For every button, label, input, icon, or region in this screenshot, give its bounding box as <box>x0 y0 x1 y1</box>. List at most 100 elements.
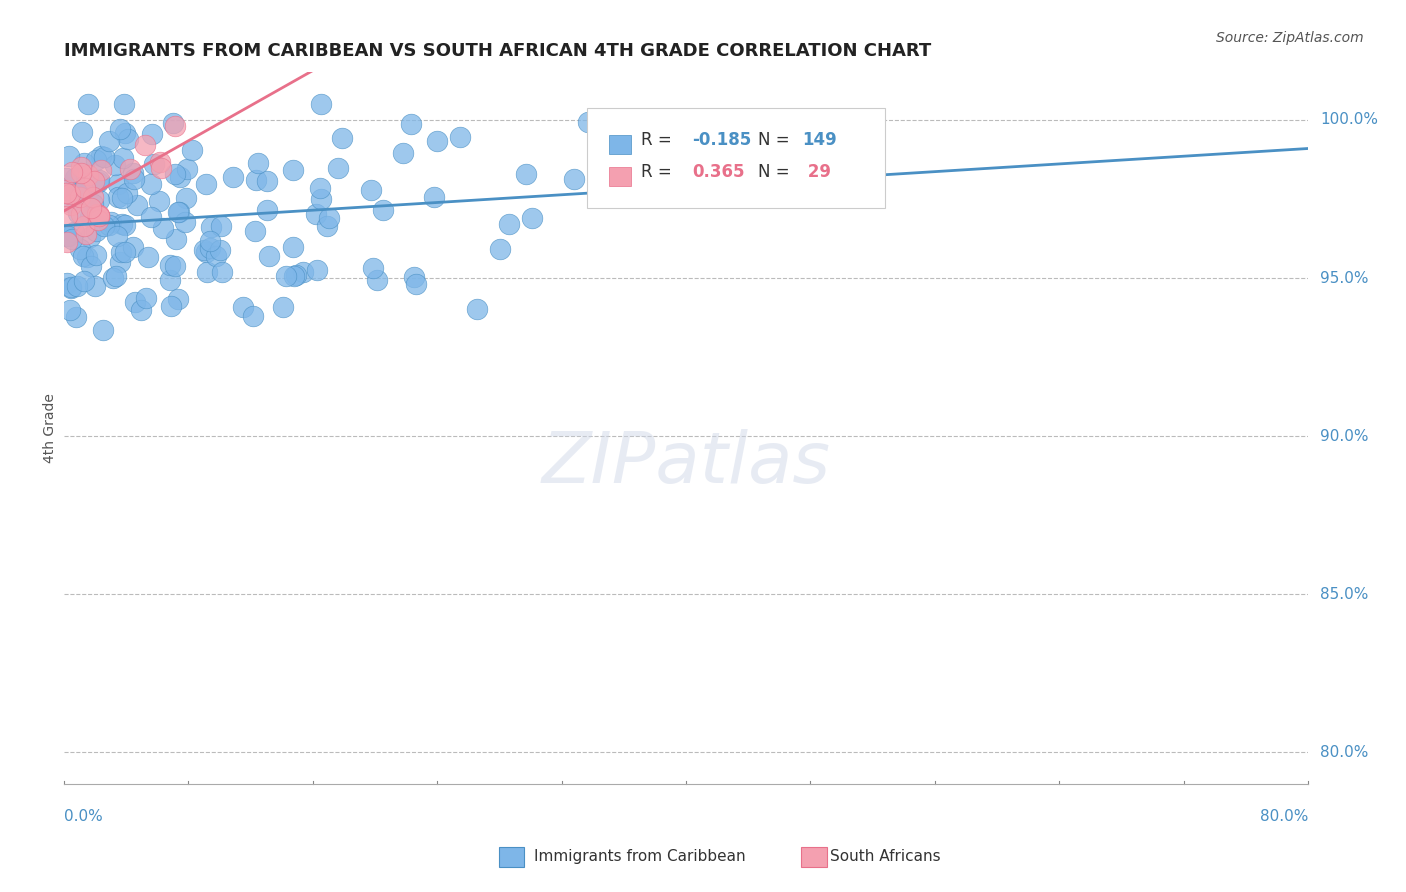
Point <box>89 209 111 223</box>
Text: 29: 29 <box>801 163 831 181</box>
Point <box>139 178 162 192</box>
Point <box>598 112 620 126</box>
Point <box>165 232 187 246</box>
Point <box>82 190 104 204</box>
Point <box>69 166 91 180</box>
Point <box>167 205 190 219</box>
Point <box>73 155 96 169</box>
Point <box>70 180 93 194</box>
Point <box>134 137 156 152</box>
Point <box>243 224 266 238</box>
Point <box>139 210 162 224</box>
Point <box>73 180 96 194</box>
Text: Immigrants from Caribbean: Immigrants from Caribbean <box>534 849 747 863</box>
Point <box>84 279 107 293</box>
Point <box>60 165 83 179</box>
Point <box>193 243 215 257</box>
Point <box>87 175 110 189</box>
Point <box>56 277 79 291</box>
Point <box>166 204 188 219</box>
Point <box>576 114 599 128</box>
Point <box>79 210 101 224</box>
Point <box>141 128 163 142</box>
Text: N =: N = <box>758 131 794 149</box>
Point <box>465 302 488 317</box>
Point <box>72 249 94 263</box>
Point <box>114 219 136 233</box>
Point <box>257 249 280 263</box>
Text: N =: N = <box>758 163 794 181</box>
Point <box>58 149 80 163</box>
Point <box>283 268 305 283</box>
Point <box>80 201 103 215</box>
Point <box>105 268 128 283</box>
Point <box>87 209 110 223</box>
Point <box>195 265 218 279</box>
Point <box>271 301 294 315</box>
Point <box>200 219 222 234</box>
Point <box>115 186 138 200</box>
Point <box>163 167 186 181</box>
Point <box>360 183 382 197</box>
Point <box>426 134 449 148</box>
Point <box>83 174 105 188</box>
Point <box>222 170 245 185</box>
Text: 149: 149 <box>801 131 837 149</box>
Point <box>100 215 122 229</box>
Point <box>124 295 146 310</box>
FancyBboxPatch shape <box>586 108 886 208</box>
Point <box>73 274 96 288</box>
Point <box>200 234 222 248</box>
Text: 90.0%: 90.0% <box>1320 429 1369 443</box>
Point <box>596 149 619 163</box>
Point <box>84 153 107 168</box>
Text: 100.0%: 100.0% <box>1320 112 1378 128</box>
Point <box>55 228 77 243</box>
Point <box>56 229 79 244</box>
Point <box>318 211 340 225</box>
Point <box>114 244 136 259</box>
Point <box>62 186 84 201</box>
Text: ZIPatlas: ZIPatlas <box>541 429 831 499</box>
Point <box>371 202 394 217</box>
Point <box>110 245 132 260</box>
Point <box>86 207 108 221</box>
Point <box>93 151 115 165</box>
Point <box>205 249 228 263</box>
Point <box>63 225 86 239</box>
Point <box>361 260 384 275</box>
Point <box>112 97 135 112</box>
Point <box>366 273 388 287</box>
Point <box>309 97 332 112</box>
Point <box>55 186 77 201</box>
Point <box>292 265 315 279</box>
Text: 0.365: 0.365 <box>692 163 745 181</box>
Text: -0.185: -0.185 <box>692 131 752 149</box>
Point <box>498 217 520 231</box>
Point <box>209 243 232 257</box>
Point <box>70 207 93 221</box>
Point <box>84 248 107 262</box>
Text: South Africans: South Africans <box>830 849 941 863</box>
Point <box>283 162 305 177</box>
Point <box>59 187 82 202</box>
Point <box>148 194 170 208</box>
Point <box>198 241 221 255</box>
Point <box>283 240 305 254</box>
Point <box>70 125 93 139</box>
Point <box>727 183 749 197</box>
Text: R =: R = <box>641 163 678 181</box>
Point <box>60 280 83 294</box>
Point <box>76 250 98 264</box>
Point <box>124 172 146 186</box>
Point <box>564 171 586 186</box>
Point <box>67 206 90 220</box>
Point <box>111 151 134 165</box>
Point <box>167 292 190 306</box>
Y-axis label: 4th Grade: 4th Grade <box>44 393 58 463</box>
Text: R =: R = <box>641 131 678 149</box>
Point <box>55 235 77 250</box>
Point <box>60 231 83 245</box>
Point <box>84 224 107 238</box>
Point <box>149 154 172 169</box>
